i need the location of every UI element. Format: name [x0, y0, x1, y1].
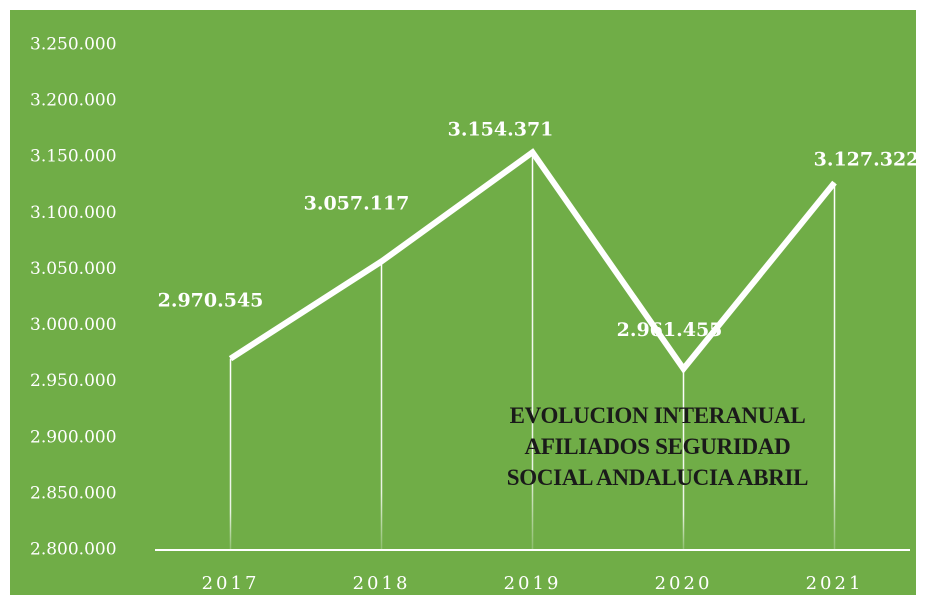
x-tick-label: 2021 — [806, 573, 864, 594]
y-tick-label: 2.950.000 — [30, 371, 117, 391]
data-label: 3.057.117 — [304, 192, 410, 214]
drop-line — [380, 261, 383, 550]
data-label: 3.127.322 — [814, 149, 920, 171]
x-tick-label: 2020 — [655, 573, 713, 594]
x-tick-label: 2018 — [353, 573, 411, 594]
chart-background — [10, 10, 916, 595]
x-tick-label: 2019 — [504, 573, 562, 594]
drop-line — [229, 358, 232, 550]
y-tick-label: 3.100.000 — [30, 203, 117, 223]
drop-line — [682, 368, 685, 550]
y-tick-label: 3.200.000 — [30, 91, 117, 111]
x-tick-label: 2017 — [202, 573, 260, 594]
y-tick-label: 3.150.000 — [30, 147, 117, 167]
y-tick-label: 2.850.000 — [30, 483, 117, 503]
data-label: 2.970.545 — [158, 290, 264, 312]
data-label: 2.961.455 — [617, 319, 723, 341]
y-tick-label: 3.050.000 — [30, 259, 117, 279]
y-tick-label: 2.800.000 — [30, 540, 117, 560]
data-line — [228, 148, 837, 374]
chart-title: EVOLUCION INTERANUAL AFILIADOS SEGURIDAD… — [506, 403, 809, 490]
y-tick-label: 2.900.000 — [30, 427, 117, 447]
drop-line — [833, 182, 836, 550]
drop-line — [531, 152, 534, 550]
y-tick-label: 3.250.000 — [30, 35, 117, 55]
y-tick-label: 3.000.000 — [30, 315, 117, 335]
data-label: 3.154.371 — [448, 118, 554, 140]
